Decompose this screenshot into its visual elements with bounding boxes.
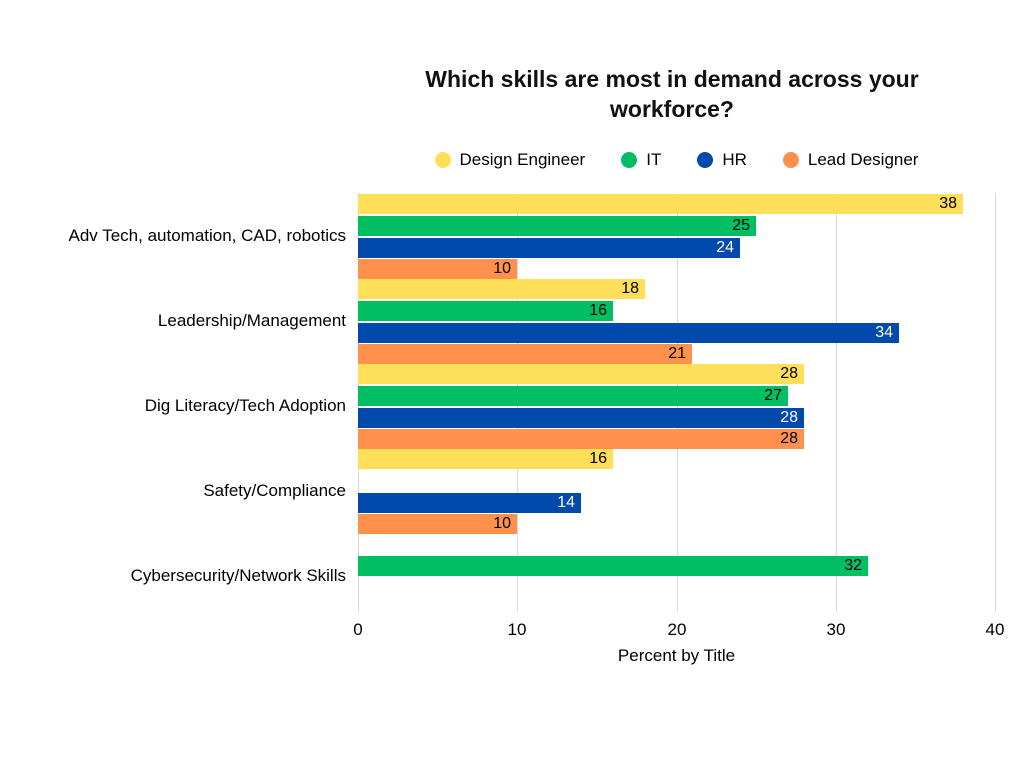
category-label-adv-tech-automation-cad-robotics: Adv Tech, automation, CAD, robotics [68, 226, 347, 245]
x-tick-label-10: 10 [507, 620, 527, 639]
bar-hr-adv-tech-automation-cad-robotics: 24 [358, 238, 740, 258]
x-tick-label-30: 30 [826, 620, 846, 639]
legend-item-it: IT [621, 150, 661, 170]
gridline-30 [836, 193, 837, 612]
chart-title: Which skills are most in demand across y… [425, 66, 919, 122]
bar-value-label: 25 [732, 217, 750, 234]
category-label-safety-compliance: Safety/Compliance [203, 481, 346, 500]
bar-value-label: 16 [589, 302, 607, 319]
bar-value-label: 21 [668, 345, 686, 362]
legend-marker-icon [782, 152, 799, 168]
plot-area: 38 25 24 10 18 16 34 21 28 27 28 28 16 14 10 32 [358, 193, 996, 612]
bar-it-cybersecurity-network-skills: 32 [358, 556, 868, 576]
bar-value-label: 10 [493, 260, 511, 277]
bar-hr-leadership-management: 34 [358, 323, 899, 343]
bar-value-label: 24 [716, 239, 734, 256]
legend-label: Lead Designer [807, 150, 919, 169]
gridline-40 [995, 193, 996, 612]
bar-value-label: 14 [557, 494, 575, 511]
legend-item-hr: HR [697, 150, 747, 170]
bar-it-dig-literacy-tech-adoption: 27 [358, 386, 788, 406]
legend: Design Engineer IT HR Lead Designer [338, 150, 1015, 170]
bar-value-label: 28 [780, 365, 798, 382]
x-axis-title: Percent by Title [617, 646, 736, 665]
bar-value-label: 38 [939, 195, 957, 212]
bar-lead-designer-dig-literacy-tech-adoption: 28 [358, 429, 804, 449]
bar-design-engineer-safety-compliance: 16 [358, 449, 613, 469]
bar-hr-safety-compliance: 14 [358, 493, 581, 513]
legend-item-design-engineer: Design Engineer [434, 150, 586, 170]
bar-lead-designer-leadership-management: 21 [358, 344, 692, 364]
x-tick-label-20: 20 [667, 620, 687, 639]
bar-it-adv-tech-automation-cad-robotics: 25 [358, 216, 756, 236]
legend-label: IT [646, 150, 662, 169]
bar-value-label: 32 [844, 557, 862, 574]
bar-design-engineer-leadership-management: 18 [358, 279, 645, 299]
legend-marker-icon [697, 152, 714, 168]
bar-lead-designer-adv-tech-automation-cad-robotics: 10 [358, 259, 517, 279]
bar-value-label: 18 [621, 280, 639, 297]
bar-design-engineer-adv-tech-automation-cad-robotics: 38 [358, 194, 963, 214]
bar-value-label: 28 [780, 430, 798, 447]
x-tick-label-0: 0 [353, 620, 363, 639]
bar-value-label: 34 [875, 324, 893, 341]
bar-value-label: 27 [764, 387, 782, 404]
bar-hr-dig-literacy-tech-adoption: 28 [358, 408, 804, 428]
legend-label: HR [722, 150, 747, 169]
bar-value-label: 28 [780, 409, 798, 426]
legend-item-lead-designer: Lead Designer [782, 150, 919, 170]
legend-label: Design Engineer [459, 150, 586, 169]
bar-value-label: 16 [589, 450, 607, 467]
category-label-leadership-management: Leadership/Management [157, 311, 346, 330]
bar-value-label: 10 [493, 515, 511, 532]
category-label-dig-literacy-tech-adoption: Dig Literacy/Tech Adoption [144, 396, 346, 415]
category-label-cybersecurity-network-skills: Cybersecurity/Network Skills [130, 566, 346, 585]
x-axis-ticks: 0 10 20 30 40 [353, 620, 1004, 642]
bar-lead-designer-safety-compliance: 10 [358, 514, 517, 534]
x-tick-label-40: 40 [985, 620, 1005, 639]
legend-marker-icon [434, 152, 451, 168]
bar-design-engineer-dig-literacy-tech-adoption: 28 [358, 364, 804, 384]
legend-marker-icon [621, 152, 638, 168]
bar-it-leadership-management: 16 [358, 301, 613, 321]
